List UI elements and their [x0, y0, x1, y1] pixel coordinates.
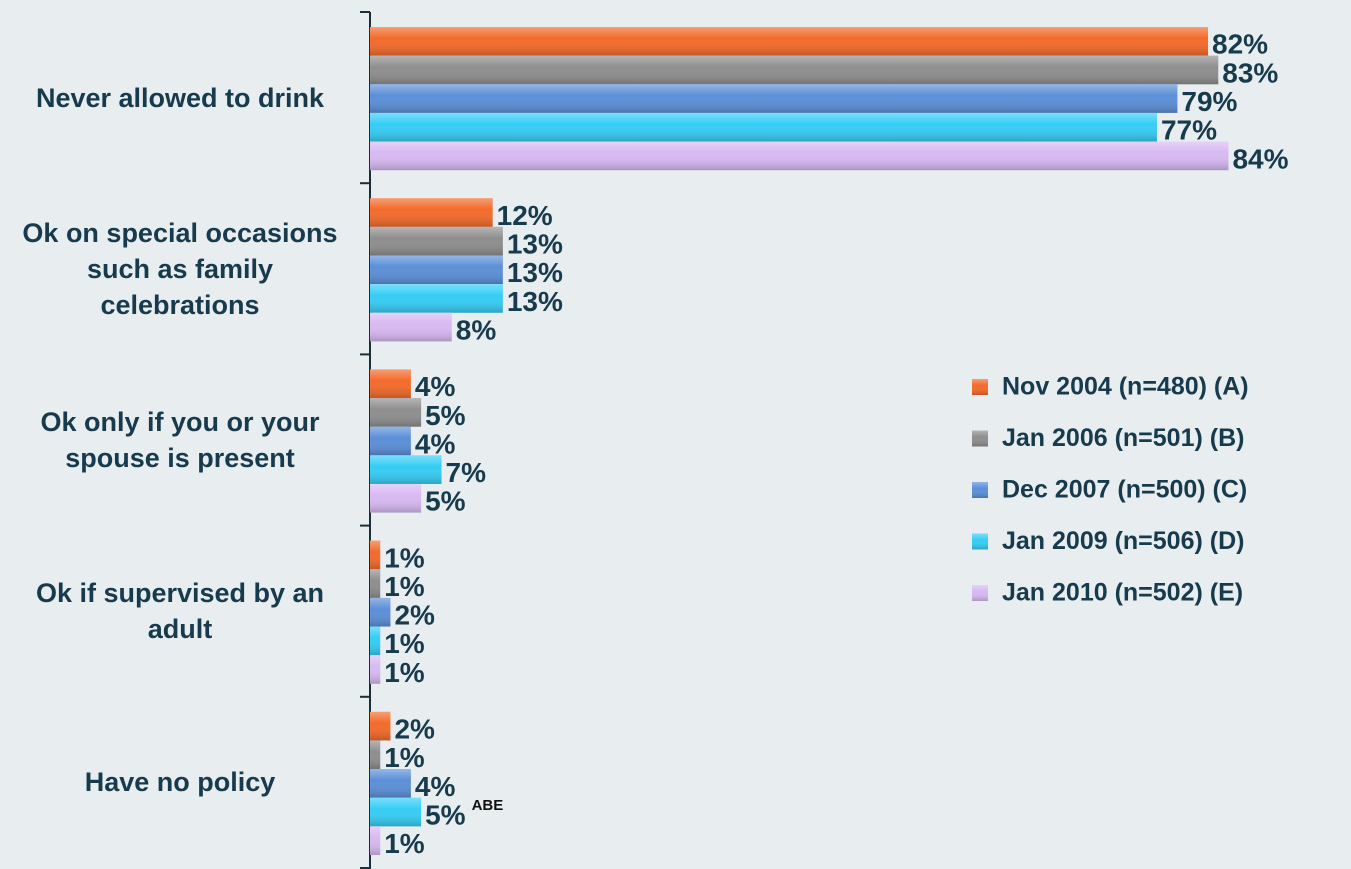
- value-label: 5%: [425, 799, 466, 830]
- value-label: 77%: [1161, 115, 1217, 146]
- value-label: 1%: [384, 742, 425, 773]
- legend-swatch-shade: [972, 430, 988, 447]
- value-label: 5%: [425, 400, 466, 431]
- category-label: Have no policy: [84, 767, 276, 798]
- bar-shade: [370, 226, 503, 256]
- value-label: 13%: [507, 286, 563, 317]
- value-label: 1%: [384, 571, 425, 602]
- value-label: 13%: [507, 257, 563, 288]
- legend-label: Jan 2009 (n=506) (D): [1002, 527, 1244, 555]
- bar-shade: [370, 312, 452, 342]
- value-label: 7%: [446, 457, 487, 488]
- legend-swatch-shade: [972, 533, 988, 550]
- bar-shade: [370, 398, 422, 427]
- bar-shade: [370, 483, 422, 513]
- value-label: 82%: [1212, 29, 1268, 60]
- bar-shade: [370, 141, 1229, 171]
- value-label: 2%: [394, 600, 435, 631]
- category-label: Ok only if you or your spouse is present: [40, 407, 320, 473]
- bar-shade: [370, 369, 411, 399]
- bar-shade: [370, 198, 493, 227]
- category-label: Ok on special occasions such as family c…: [22, 217, 338, 320]
- value-label: 1%: [384, 657, 425, 688]
- category-label: Never allowed to drink: [35, 82, 325, 113]
- bar-shade: [370, 455, 442, 484]
- value-label: 83%: [1222, 57, 1278, 88]
- bar-shade: [370, 740, 381, 770]
- bar-shade: [370, 112, 1157, 142]
- legend-swatch-shade: [972, 585, 988, 601]
- legend-label: Jan 2006 (n=501) (B): [1002, 424, 1244, 452]
- bar-shade: [370, 626, 381, 656]
- bar-shade: [370, 769, 411, 798]
- bar-shade: [370, 797, 422, 827]
- bar-shade: [370, 84, 1178, 113]
- bar-shade: [370, 284, 503, 313]
- value-label: 84%: [1232, 143, 1288, 174]
- value-label: 4%: [415, 371, 456, 402]
- bar-shade: [370, 27, 1209, 56]
- value-label: 13%: [507, 229, 563, 260]
- bar-shade: [370, 255, 503, 285]
- legend-swatch-shade: [972, 482, 988, 498]
- bar-shade: [370, 426, 411, 456]
- value-label: 8%: [456, 314, 497, 345]
- legend-swatch-shade: [972, 379, 988, 395]
- bar-shade: [370, 655, 381, 684]
- value-label: 1%: [384, 828, 425, 859]
- value-label: 2%: [394, 714, 435, 745]
- legend-label: Jan 2010 (n=502) (E): [1002, 579, 1243, 607]
- value-label: 4%: [415, 428, 456, 459]
- value-label: 79%: [1181, 86, 1237, 117]
- legend-label: Nov 2004 (n=480) (A): [1002, 373, 1249, 401]
- legend-label: Dec 2007 (n=500) (C): [1002, 476, 1247, 504]
- bar-shade: [370, 826, 381, 855]
- value-label: 12%: [497, 200, 553, 231]
- value-label: 5%: [425, 486, 466, 517]
- bar-shade: [370, 540, 381, 570]
- value-label: 4%: [415, 771, 456, 802]
- bar-shade: [370, 569, 381, 598]
- bar-shade: [370, 597, 391, 627]
- value-label: 1%: [384, 542, 425, 573]
- value-note: ABE: [472, 797, 504, 814]
- value-label: 1%: [384, 628, 425, 659]
- bar-shade: [370, 55, 1219, 85]
- bar-shade: [370, 711, 391, 741]
- category-label: Ok if supervised by an adult: [35, 578, 325, 645]
